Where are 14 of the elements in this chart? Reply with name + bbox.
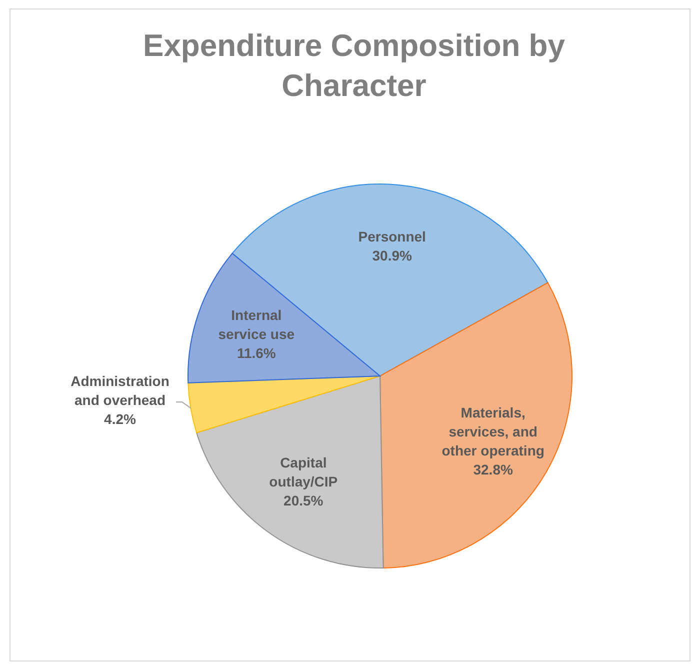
pie-slice bbox=[380, 282, 572, 568]
chart-title: Expenditure Composition by Character bbox=[143, 28, 566, 103]
data-label: 11.6% bbox=[236, 344, 276, 361]
slice-label: Materials, services, and other operating bbox=[442, 404, 544, 459]
pie-slice bbox=[196, 376, 384, 568]
slice-label: Capital outlay/CIP bbox=[269, 454, 338, 490]
data-label: 32.8% bbox=[473, 462, 514, 478]
pie-slice bbox=[188, 376, 380, 434]
slice-label: Internal service use bbox=[218, 306, 295, 342]
data-label: 4.2% bbox=[104, 410, 136, 427]
data-label: 30.9% bbox=[372, 247, 412, 264]
data-label: 20.5% bbox=[284, 492, 324, 509]
slice-label: Administration and overhead bbox=[70, 372, 170, 408]
slice-label: Personnel bbox=[358, 228, 426, 244]
